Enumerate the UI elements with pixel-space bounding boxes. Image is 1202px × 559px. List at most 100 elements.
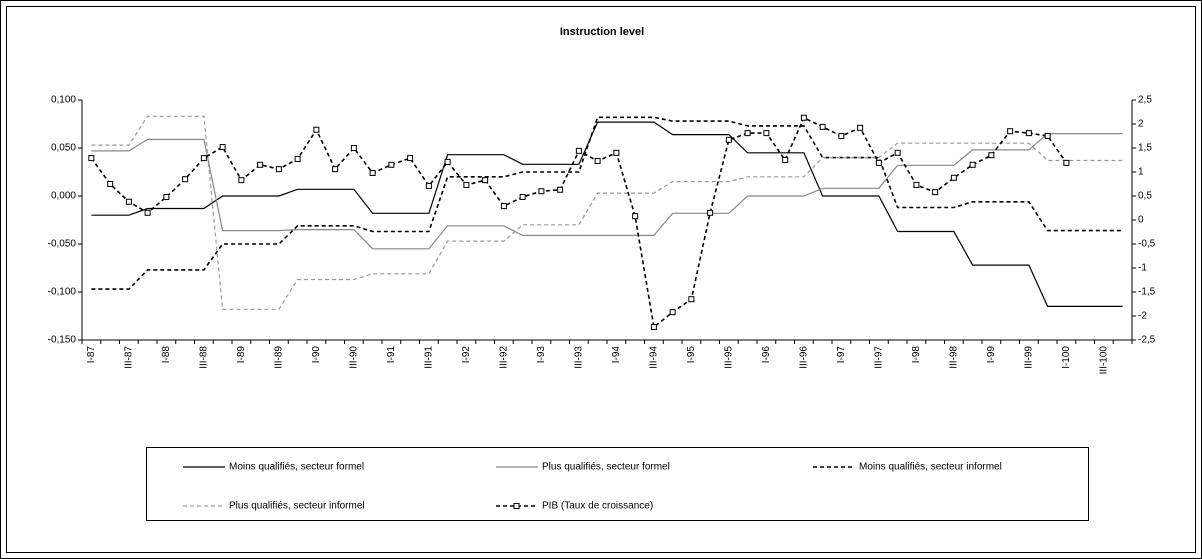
y-tick-label: -0,050 <box>48 239 77 250</box>
point-marker <box>350 145 357 151</box>
legend-label: Plus qualifiés, secteur informel <box>229 501 365 512</box>
chart-title: Instruction level <box>560 26 644 38</box>
point-marker <box>88 155 95 162</box>
x-tick-label: I-99 <box>986 346 997 364</box>
x-tick-label: III-89 <box>274 346 285 369</box>
y-tick-label: 0,100 <box>51 95 76 106</box>
y2-tick-label: -0,5 <box>1138 239 1156 250</box>
x-tick-label: I-92 <box>461 346 472 364</box>
point-marker <box>575 147 582 154</box>
x-tick-label: I-89 <box>236 346 247 364</box>
point-marker <box>819 123 826 130</box>
point-marker <box>557 186 564 193</box>
legend-label: Moins qualifiés, secteur formel <box>229 462 364 473</box>
point-marker <box>519 193 526 200</box>
point-marker <box>650 324 657 331</box>
point-marker <box>407 155 414 162</box>
x-tick-label: III-96 <box>799 346 810 369</box>
x-tick-label: III-88 <box>199 346 210 369</box>
y2-tick-label: 0,5 <box>1138 191 1152 202</box>
point-marker <box>538 188 545 195</box>
series-line <box>91 133 1123 250</box>
point-marker <box>594 157 601 164</box>
point-marker <box>482 177 489 184</box>
y2-tick-label: 1,5 <box>1138 143 1152 154</box>
point-marker <box>725 136 732 143</box>
y2-tick-label: 1 <box>1138 167 1144 178</box>
point-marker <box>463 181 470 188</box>
point-marker <box>688 296 695 303</box>
x-tick-label: III-98 <box>949 346 960 369</box>
point-marker <box>275 166 282 173</box>
y-tick-label: -0,150 <box>48 335 77 346</box>
x-tick-label: I-94 <box>611 346 622 364</box>
x-tick-label: I-100 <box>1061 346 1072 369</box>
x-tick-label: I-96 <box>761 346 772 364</box>
point-marker <box>444 158 451 165</box>
point-marker <box>1007 128 1014 135</box>
point-marker <box>1063 159 1070 166</box>
y-tick-label: 0,000 <box>51 191 76 202</box>
point-marker <box>500 203 507 210</box>
x-tick-label: III-99 <box>1024 346 1035 369</box>
chart-frame <box>6 6 1196 553</box>
point-marker <box>932 189 939 196</box>
point-marker <box>219 144 226 151</box>
point-marker <box>913 181 920 188</box>
point-marker <box>369 169 376 176</box>
point-marker <box>800 114 807 121</box>
point-marker <box>313 126 320 133</box>
y2-tick-label: 2,5 <box>1138 95 1152 106</box>
legend-marker <box>513 503 520 509</box>
x-tick-label: I-98 <box>911 346 922 364</box>
x-tick-label: I-88 <box>161 346 172 364</box>
point-marker <box>857 124 864 131</box>
x-tick-label: III-100 <box>1099 346 1110 375</box>
point-marker <box>200 155 207 162</box>
y2-tick-label: 2 <box>1138 119 1144 130</box>
series-line <box>91 115 1123 310</box>
point-marker <box>332 166 339 173</box>
x-tick-label: III-87 <box>124 346 135 369</box>
y2-tick-label: -2 <box>1138 311 1147 322</box>
point-marker <box>950 174 957 181</box>
point-marker <box>1044 133 1051 139</box>
y-tick-label: -0,100 <box>48 287 77 298</box>
x-tick-label: III-92 <box>499 346 510 369</box>
point-marker <box>988 152 995 159</box>
legend-box <box>146 447 1089 521</box>
point-marker <box>1025 130 1032 137</box>
point-marker <box>163 193 170 200</box>
x-tick-label: I-90 <box>311 346 322 364</box>
point-marker <box>838 133 845 139</box>
legend-label: Moins qualifiés, secteur informel <box>859 462 1002 473</box>
series-line <box>91 116 1123 290</box>
x-tick-label: III-97 <box>874 346 885 369</box>
point-marker <box>613 149 620 156</box>
point-marker <box>763 130 770 137</box>
x-tick-label: III-94 <box>649 346 660 369</box>
point-marker <box>238 177 245 184</box>
point-marker <box>875 159 882 166</box>
legend-label: PIB (Taux de croissance) <box>542 501 653 512</box>
x-tick-label: I-97 <box>836 346 847 364</box>
y2-tick-label: -1 <box>1138 263 1147 274</box>
point-marker <box>894 149 901 156</box>
x-tick-label: I-91 <box>386 346 397 364</box>
y2-tick-label: 0 <box>1138 215 1144 226</box>
y2-tick-label: -1,5 <box>1138 287 1156 298</box>
point-marker <box>125 198 132 205</box>
x-tick-label: III-93 <box>574 346 585 369</box>
point-marker <box>182 176 189 183</box>
x-tick-label: I-87 <box>86 346 97 364</box>
x-tick-label: III-91 <box>424 346 435 369</box>
point-marker <box>257 161 264 168</box>
point-marker <box>425 182 432 189</box>
point-marker <box>144 209 151 216</box>
point-marker <box>669 309 676 316</box>
x-tick-label: I-93 <box>536 346 547 364</box>
point-marker <box>782 157 789 163</box>
point-marker <box>969 161 976 168</box>
y2-tick-label: -2,5 <box>1138 335 1156 346</box>
